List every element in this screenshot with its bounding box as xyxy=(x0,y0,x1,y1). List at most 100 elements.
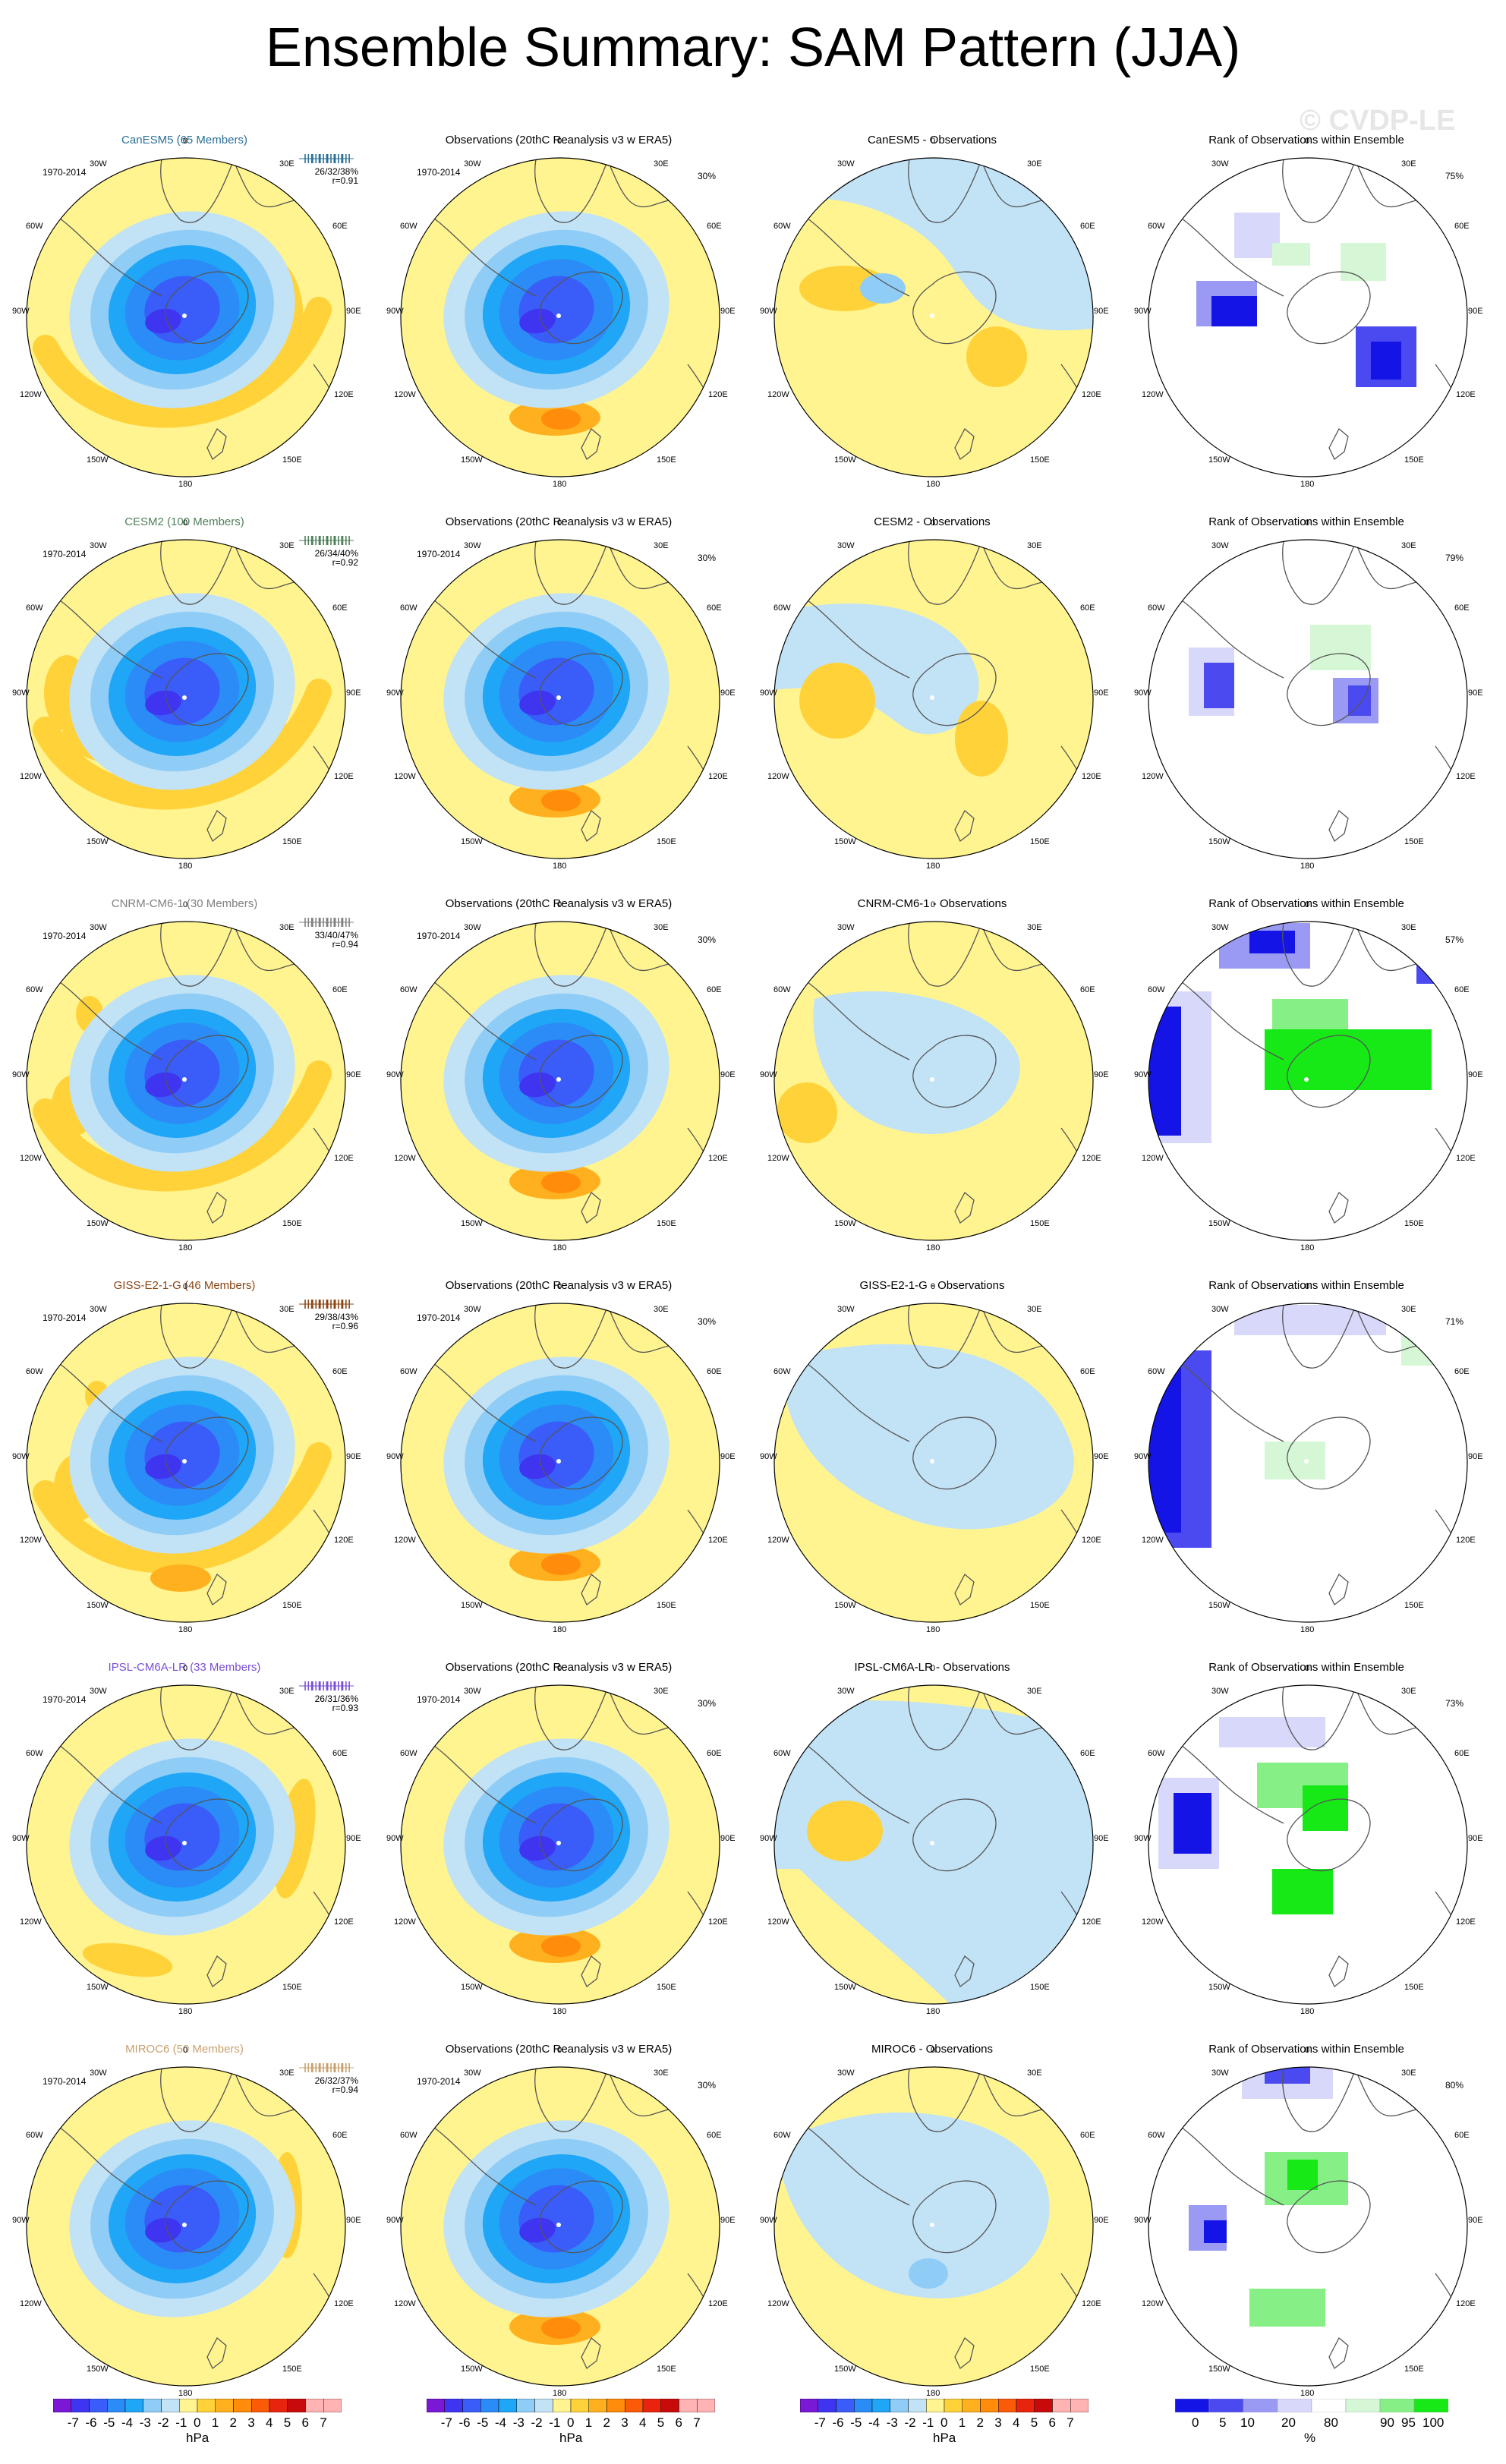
map-label-w60: 60W xyxy=(1148,603,1165,613)
map-label-w120: 120W xyxy=(20,390,42,399)
observations-panel: Observations (20thC Reanalysis v3 w ERA5… xyxy=(380,114,737,496)
diff-anomaly-1 xyxy=(955,701,1008,777)
polar-map xyxy=(26,1303,346,1623)
rank-cell-3 xyxy=(1211,296,1257,326)
map-label-w90: 90W xyxy=(386,307,404,316)
map-label-e120: 120E xyxy=(1456,1917,1476,1927)
coast-south-america xyxy=(799,594,910,679)
colorbar-label: -2 xyxy=(904,2415,916,2430)
map-label-w90: 90W xyxy=(760,2216,777,2225)
map-label-n30w: 30W xyxy=(464,1687,481,1696)
variance-explained: 26/31/36% xyxy=(314,1694,358,1704)
map-label-s150w: 150W xyxy=(1208,2365,1230,2374)
map-label-w120: 120W xyxy=(1142,1536,1164,1545)
difference-panel: CNRM-CM6-1 - Observations 0 30W 30E 60W 60E 90… xyxy=(754,878,1111,1259)
polar-map xyxy=(1148,157,1468,477)
colorbar-label: 0 xyxy=(567,2415,575,2430)
map-boundary xyxy=(1148,921,1468,1241)
map-label-top: 0 xyxy=(931,1282,936,1291)
map-label-w120: 120W xyxy=(1142,390,1164,399)
coast-antarctica xyxy=(1287,653,1371,726)
pole-marker xyxy=(556,1841,561,1845)
map-label-n30e: 30E xyxy=(1027,541,1042,550)
coast-atlantic xyxy=(534,922,609,987)
map-label-s150w: 150W xyxy=(834,2365,856,2374)
rank-panel: Rank of Observations within Ensemble 79% 0… xyxy=(1128,496,1485,878)
coast-south-america xyxy=(51,1739,162,1824)
map-label-s150e: 150E xyxy=(282,1983,302,1992)
coast-antarctica xyxy=(165,1035,249,1108)
rank-colorbar-label: 10 xyxy=(1240,2415,1255,2430)
map-label-bottom: 180 xyxy=(926,1243,940,1252)
coast-atlantic xyxy=(908,540,982,605)
map-label-e120: 120E xyxy=(1082,1917,1101,1927)
coast-atlantic xyxy=(534,159,609,223)
rank-cell-1 xyxy=(1148,1366,1181,1533)
negative-diff-region xyxy=(774,1700,1093,2004)
map-label-e60: 60E xyxy=(707,985,722,994)
map-label-e120: 120E xyxy=(708,1154,728,1163)
map-label-w60: 60W xyxy=(400,1367,417,1376)
coast-south-america xyxy=(51,1357,162,1442)
map-label-top: 0 xyxy=(931,1664,936,1673)
map-label-e90: 90E xyxy=(346,307,361,316)
map-label-top: 0 xyxy=(557,2046,562,2055)
coast-antarctica xyxy=(1287,2180,1371,2254)
coast-south-america xyxy=(51,594,162,679)
coast-antarctica xyxy=(912,1798,997,1872)
model-title: CESM2 (100 Members) xyxy=(124,515,244,528)
coast-south-america xyxy=(799,212,910,297)
map-label-s150w: 150W xyxy=(87,1983,109,1992)
colorbar-swatch xyxy=(233,2399,252,2412)
polar-map xyxy=(400,157,720,477)
map-boundary xyxy=(773,1303,1094,1623)
coast-antarctica xyxy=(165,653,249,726)
rank-swatch xyxy=(1277,2399,1312,2412)
coast-antarctica xyxy=(1287,1416,1371,1490)
map-label-e120: 120E xyxy=(1082,772,1101,781)
map-label-top: 0 xyxy=(557,1282,562,1291)
coast-antarctica xyxy=(165,1416,249,1490)
map-label-w60: 60W xyxy=(773,222,791,231)
coast-south-america xyxy=(425,975,537,1060)
colorbar-swatch xyxy=(890,2399,909,2412)
coast-atlantic xyxy=(1282,540,1356,605)
map-label-w60: 60W xyxy=(400,603,417,613)
coast-new-zealand xyxy=(206,809,227,843)
coast-atlantic xyxy=(908,159,982,223)
map-label-e60: 60E xyxy=(707,1749,722,1758)
coast-south-america xyxy=(1173,212,1284,297)
pole-marker xyxy=(930,314,934,318)
colorbar-label: 2 xyxy=(229,2415,237,2430)
colorbar-label: 7 xyxy=(693,2415,701,2430)
colorbar-unit: hPa xyxy=(933,2431,956,2445)
coast-south-america xyxy=(799,975,910,1060)
map-label-s150w: 150W xyxy=(461,2365,483,2374)
member-strip xyxy=(299,536,354,545)
positive-anomaly-arc xyxy=(33,1442,332,1574)
map-label-n30w: 30W xyxy=(837,1305,855,1314)
map-label-n30w: 30W xyxy=(837,159,855,169)
polar-map xyxy=(26,539,346,859)
map-label-n30w: 30W xyxy=(1211,1687,1229,1696)
colorbar-label: -5 xyxy=(103,2415,115,2430)
colorbar-swatch xyxy=(697,2399,715,2412)
positive-anomaly-2 xyxy=(541,1554,581,1575)
rank-background xyxy=(1148,540,1467,859)
coast-antarctica xyxy=(539,271,623,345)
map-label-e90: 90E xyxy=(346,1452,361,1461)
map-label-s150e: 150E xyxy=(282,1219,302,1228)
difference-title: IPSL-CM6A-LR - Observations xyxy=(854,1661,1010,1674)
colorbar-label: 6 xyxy=(675,2415,682,2430)
map-label-s150w: 150W xyxy=(834,1601,856,1610)
coast-new-zealand xyxy=(954,1573,975,1606)
colorbar-swatch xyxy=(89,2399,108,2412)
colorbar-label: -7 xyxy=(440,2415,452,2430)
map-label-n30e: 30E xyxy=(279,1305,295,1314)
polar-map xyxy=(773,157,1094,477)
diff-anomaly-0 xyxy=(814,1510,875,1555)
colorbar-swatch xyxy=(480,2399,499,2412)
pole-marker xyxy=(182,1841,187,1845)
map-label-w90: 90W xyxy=(1134,1452,1152,1461)
negative-core xyxy=(145,1072,181,1098)
